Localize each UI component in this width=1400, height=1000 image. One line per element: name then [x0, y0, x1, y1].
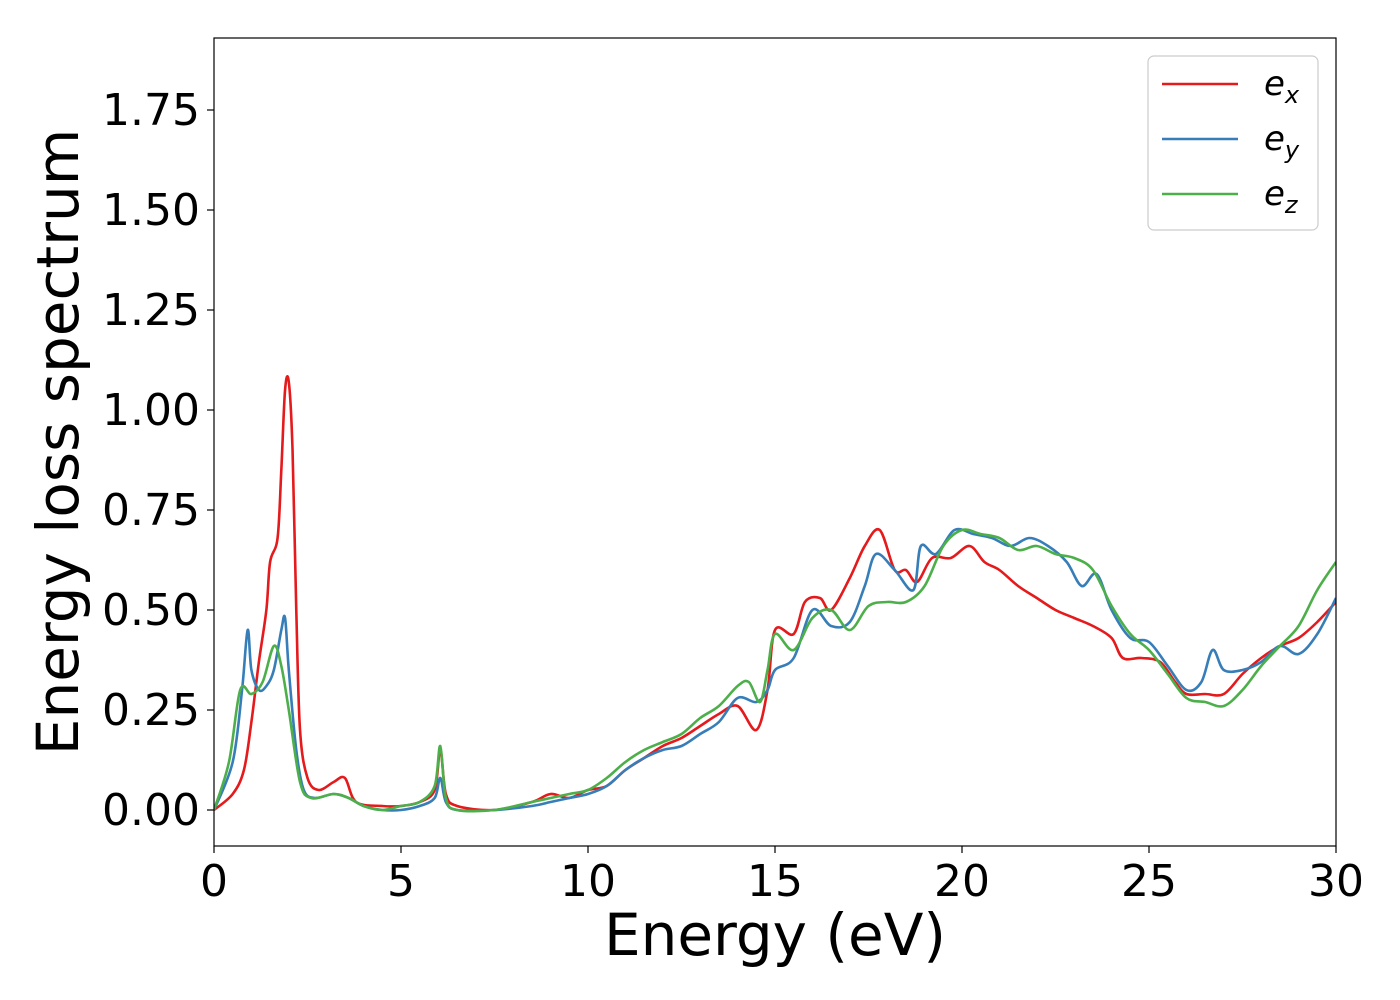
x-tick-label: 0	[200, 856, 228, 907]
x-tick-label: 10	[560, 856, 616, 907]
x-tick-label: 25	[1121, 856, 1177, 907]
y-tick-label: 0.25	[102, 685, 200, 736]
x-tick-label: 15	[747, 856, 803, 907]
legend-box	[1147, 55, 1319, 231]
x-axis-title: Energy (eV)	[604, 901, 946, 969]
y-tick-label: 1.75	[102, 85, 200, 136]
x-axis: 0 5 10 15 20 25 30	[200, 846, 1364, 907]
y-tick-label: 1.50	[102, 185, 200, 236]
y-axis: 0.00 0.25 0.50 0.75 1.00 1.25 1.50 1.75	[102, 85, 214, 836]
y-tick-label: 1.25	[102, 285, 200, 336]
series-line-e-z	[214, 528, 1336, 813]
y-axis-title: Energy loss spectrum	[24, 129, 92, 755]
y-tick-label: 0.00	[102, 785, 200, 836]
series-line-e-x	[214, 374, 1336, 812]
x-tick-label: 5	[387, 856, 415, 907]
x-tick-label: 20	[934, 856, 990, 907]
y-tick-label: 0.75	[102, 485, 200, 536]
y-tick-label: 0.50	[102, 585, 200, 636]
legend-label-e-z: ez	[1264, 174, 1299, 219]
x-tick-label: 30	[1308, 856, 1364, 907]
y-tick-label: 1.00	[102, 385, 200, 436]
